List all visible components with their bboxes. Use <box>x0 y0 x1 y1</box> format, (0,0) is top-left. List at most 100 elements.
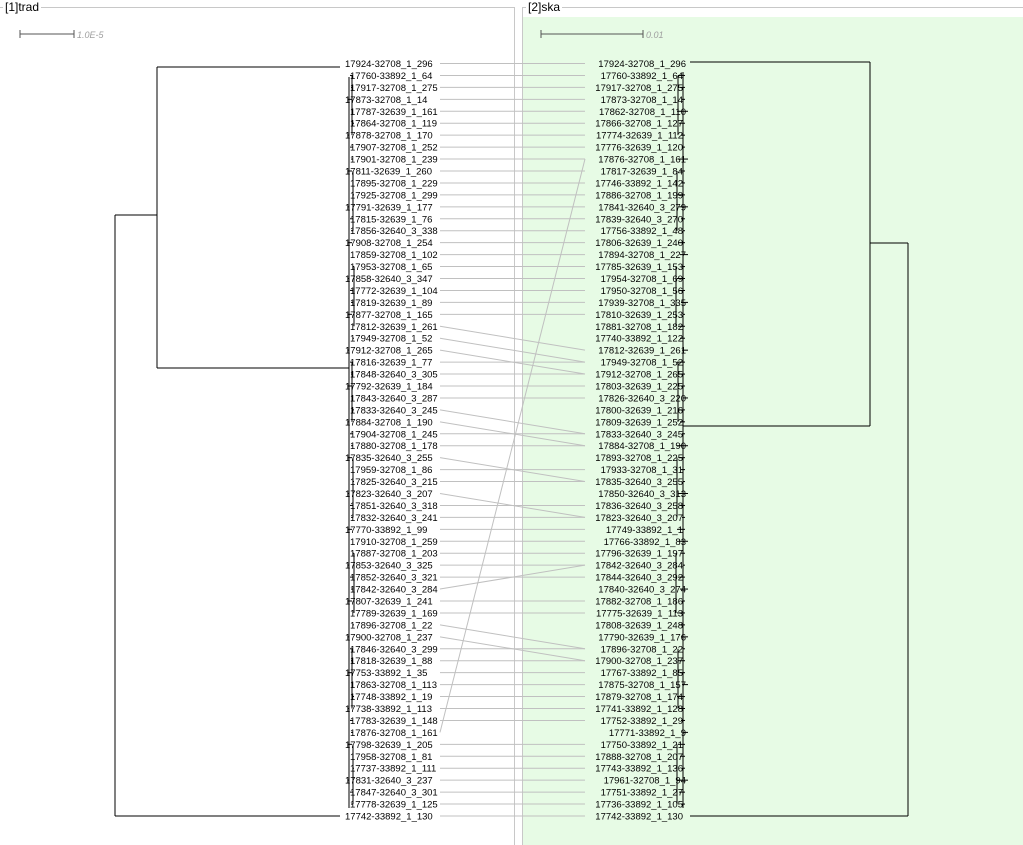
right-leaf-label[interactable]: 17767-33892_1_85 <box>601 668 683 679</box>
left-leaf-label[interactable]: 17958-32708_1_81 <box>350 752 432 763</box>
left-leaf-label[interactable]: 17908-32708_1_254 <box>345 238 433 249</box>
left-leaf-label[interactable]: 17953-32708_1_65 <box>350 262 432 273</box>
right-leaf-label[interactable]: 17850-32640_3_313 <box>598 489 686 500</box>
left-leaf-label[interactable]: 17811-32639_1_260 <box>345 167 432 178</box>
right-leaf-label[interactable]: 17884-32708_1_190 <box>598 441 686 452</box>
right-leaf-label[interactable]: 17826-32640_3_220 <box>598 393 686 404</box>
right-leaf-label[interactable]: 17800-32639_1_216 <box>595 405 683 416</box>
right-leaf-label[interactable]: 17817-32639_1_84 <box>601 167 683 178</box>
left-leaf-label[interactable]: 17895-32708_1_229 <box>350 178 438 189</box>
left-leaf-label[interactable]: 17787-32639_1_161 <box>350 107 438 118</box>
left-leaf-label[interactable]: 17825-32640_3_215 <box>350 477 438 488</box>
left-leaf-label[interactable]: 17843-32640_3_287 <box>350 393 438 404</box>
left-leaf-label[interactable]: 17856-32640_3_338 <box>350 226 438 237</box>
left-leaf-label[interactable]: 17842-32640_3_284 <box>350 585 438 596</box>
left-leaf-label[interactable]: 17770-33892_1_99 <box>345 525 427 536</box>
right-leaf-label[interactable]: 17949-32708_1_52 <box>601 358 683 369</box>
right-leaf-label[interactable]: 17736-33892_1_105 <box>595 800 683 811</box>
left-leaf-label[interactable]: 17760-33892_1_64 <box>350 71 432 82</box>
right-leaf-label[interactable]: 17806-32639_1_240 <box>595 238 683 249</box>
left-leaf-label[interactable]: 17852-32640_3_321 <box>350 573 438 584</box>
left-leaf-label[interactable]: 17831-32640_3_237 <box>345 776 433 787</box>
left-leaf-label[interactable]: 17904-32708_1_245 <box>350 429 438 440</box>
right-leaf-label[interactable]: 17835-32640_3_255 <box>595 477 683 488</box>
right-leaf-label[interactable]: 17873-32708_1_14 <box>601 95 683 106</box>
right-leaf-label[interactable]: 17796-32639_1_197 <box>595 549 683 560</box>
left-leaf-label[interactable]: 17887-32708_1_203 <box>350 549 438 560</box>
right-leaf-label[interactable]: 17836-32640_3_258 <box>595 501 683 512</box>
right-leaf-label[interactable]: 17776-32639_1_120 <box>595 143 683 154</box>
right-leaf-label[interactable]: 17775-32639_1_113 <box>596 608 683 619</box>
right-leaf-label[interactable]: 17888-32708_1_207 <box>595 752 683 763</box>
left-leaf-label[interactable]: 17748-33892_1_19 <box>350 692 432 703</box>
left-leaf-label[interactable]: 17835-32640_3_255 <box>345 453 433 464</box>
right-leaf-label[interactable]: 17939-32708_1_335 <box>598 298 686 309</box>
right-leaf-label[interactable]: 17785-32639_1_153 <box>595 262 683 273</box>
right-leaf-label[interactable]: 17760-33892_1_64 <box>601 71 683 82</box>
right-leaf-label[interactable]: 17879-32708_1_174 <box>595 692 683 703</box>
right-leaf-label[interactable]: 17750-33892_1_21 <box>601 740 683 751</box>
left-leaf-label[interactable]: 17877-32708_1_165 <box>345 310 433 321</box>
left-leaf-label[interactable]: 17783-32639_1_148 <box>350 716 438 727</box>
left-leaf-label[interactable]: 17846-32640_3_299 <box>350 644 438 655</box>
left-leaf-label[interactable]: 17778-32639_1_125 <box>350 800 438 811</box>
left-leaf-label[interactable]: 17858-32640_3_347 <box>345 274 433 285</box>
left-leaf-label[interactable]: 17959-32708_1_86 <box>350 465 432 476</box>
left-leaf-label[interactable]: 17812-32639_1_261 <box>350 322 438 333</box>
left-leaf-label[interactable]: 17900-32708_1_237 <box>345 632 433 643</box>
left-leaf-label[interactable]: 17859-32708_1_102 <box>350 250 438 261</box>
left-leaf-label[interactable]: 17815-32639_1_76 <box>350 214 432 225</box>
right-leaf-label[interactable]: 17924-32708_1_296 <box>598 59 686 70</box>
left-leaf-label[interactable]: 17884-32708_1_190 <box>345 417 433 428</box>
left-leaf-label[interactable]: 17910-32708_1_259 <box>350 537 438 548</box>
right-leaf-label[interactable]: 17886-32708_1_199 <box>595 190 683 201</box>
left-leaf-label[interactable]: 17832-32640_3_241 <box>350 513 438 524</box>
left-leaf-label[interactable]: 17772-32639_1_104 <box>350 286 438 297</box>
left-leaf-label[interactable]: 17823-32640_3_207 <box>345 489 433 500</box>
left-leaf-label[interactable]: 17818-32639_1_88 <box>350 656 432 667</box>
left-leaf-label[interactable]: 17789-32639_1_169 <box>350 608 438 619</box>
right-leaf-label[interactable]: 17840-32640_3_274 <box>598 585 686 596</box>
left-leaf-label[interactable]: 17896-32708_1_22 <box>350 620 432 631</box>
left-leaf-label[interactable]: 17925-32708_1_299 <box>350 190 438 201</box>
right-leaf-label[interactable]: 17954-32708_1_69 <box>601 274 683 285</box>
left-leaf-label[interactable]: 17798-32639_1_205 <box>345 740 433 751</box>
left-leaf-label[interactable]: 17791-32639_1_177 <box>345 202 433 213</box>
left-leaf-label[interactable]: 17873-32708_1_14 <box>345 95 427 106</box>
left-leaf-label[interactable]: 17864-32708_1_119 <box>350 119 437 130</box>
right-leaf-label[interactable]: 17842-32640_3_284 <box>595 561 683 572</box>
right-leaf-label[interactable]: 17743-33892_1_136 <box>595 764 683 775</box>
left-leaf-label[interactable]: 17742-33892_1_130 <box>345 812 433 823</box>
right-leaf-label[interactable]: 17917-32708_1_275 <box>595 83 683 94</box>
right-leaf-label[interactable]: 17756-33892_1_48 <box>601 226 683 237</box>
right-leaf-label[interactable]: 17950-32708_1_56 <box>601 286 683 297</box>
right-leaf-label[interactable]: 17808-32639_1_248 <box>595 620 683 631</box>
right-leaf-label[interactable]: 17774-32639_1_112 <box>596 131 683 142</box>
right-leaf-label[interactable]: 17893-32708_1_225 <box>595 453 683 464</box>
right-leaf-label[interactable]: 17741-33892_1_128 <box>595 704 683 715</box>
right-leaf-label[interactable]: 17752-33892_1_29 <box>601 716 683 727</box>
left-leaf-label[interactable]: 17816-32639_1_77 <box>350 358 432 369</box>
right-leaf-label[interactable]: 17894-32708_1_227 <box>598 250 686 261</box>
right-leaf-label[interactable]: 17896-32708_1_22 <box>601 644 683 655</box>
right-leaf-label[interactable]: 17803-32639_1_225 <box>595 382 683 393</box>
right-leaf-label[interactable]: 17790-32639_1_176 <box>598 632 686 643</box>
left-leaf-label[interactable]: 17738-33892_1_113 <box>345 704 432 715</box>
left-leaf-label[interactable]: 17878-32708_1_170 <box>345 131 433 142</box>
right-leaf-label[interactable]: 17766-33892_1_83 <box>604 537 686 548</box>
right-leaf-label[interactable]: 17876-32708_1_161 <box>598 155 686 166</box>
right-leaf-label[interactable]: 17882-32708_1_186 <box>595 597 683 608</box>
left-leaf-label[interactable]: 17907-32708_1_252 <box>350 143 438 154</box>
left-leaf-label[interactable]: 17737-33892_1_111 <box>350 764 436 775</box>
left-leaf-label[interactable]: 17880-32708_1_178 <box>350 441 438 452</box>
left-leaf-label[interactable]: 17847-32640_3_301 <box>350 788 438 799</box>
right-leaf-label[interactable]: 17740-33892_1_122 <box>595 334 683 345</box>
right-leaf-label[interactable]: 17809-32639_1_252 <box>595 417 683 428</box>
left-leaf-label[interactable]: 17949-32708_1_52 <box>350 334 432 345</box>
right-leaf-label[interactable]: 17961-32708_1_94 <box>604 776 686 787</box>
left-leaf-label[interactable]: 17853-32640_3_325 <box>345 561 433 572</box>
left-leaf-label[interactable]: 17851-32640_3_318 <box>350 501 438 512</box>
right-leaf-label[interactable]: 17823-32640_3_207 <box>595 513 683 524</box>
right-leaf-label[interactable]: 17812-32639_1_261 <box>598 346 686 357</box>
left-leaf-label[interactable]: 17807-32639_1_241 <box>345 597 433 608</box>
